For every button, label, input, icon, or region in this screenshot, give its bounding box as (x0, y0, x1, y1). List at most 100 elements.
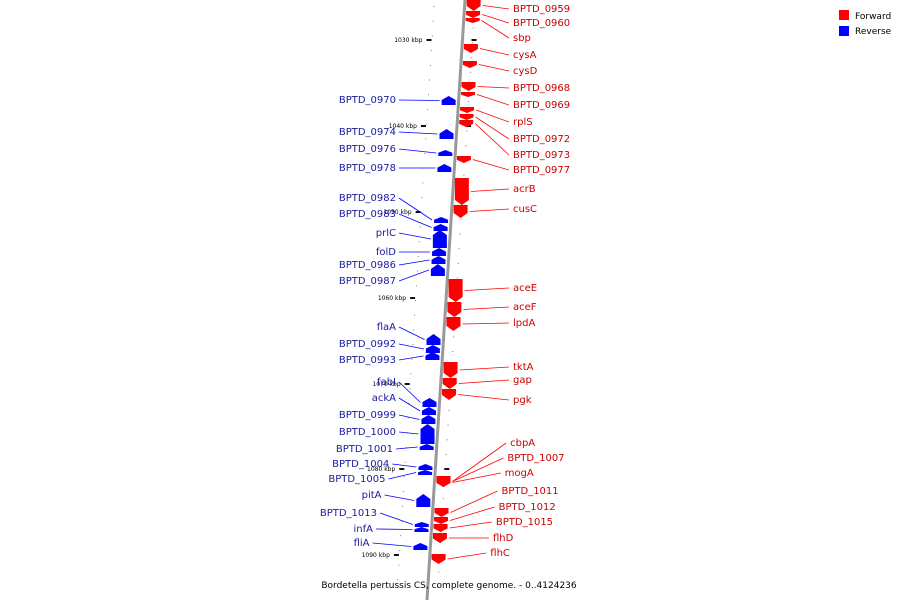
scale-dot (398, 564, 400, 566)
gene-BPTD_1011-label: BPTD_1011 (502, 486, 559, 497)
scale-dot (429, 79, 430, 81)
gene-BPTD_0969-label: BPTD_0969 (513, 100, 570, 111)
tick-mark-right (471, 39, 477, 41)
gene-rplS-arrow (460, 107, 475, 113)
gene-BPTD_0983-arrow (433, 224, 448, 231)
scale-dot (410, 373, 412, 375)
gene-fliA-connector (372, 542, 412, 547)
scale-dot (416, 270, 418, 272)
tick-mark (393, 554, 399, 556)
scale-dot (397, 579, 399, 581)
scale-dot (458, 248, 460, 250)
scale-dot (430, 50, 432, 52)
gene-acrB-label: acrB (513, 184, 536, 195)
scale-dot (415, 300, 416, 301)
gene-BPTD_0972-arrow (459, 114, 474, 120)
gene-tktA-arrow (443, 362, 458, 378)
gene-folD-label: folD (376, 247, 396, 258)
scale-dot (463, 174, 465, 176)
scale-dot (417, 255, 419, 257)
tick-label: 1060 kbp (378, 295, 406, 302)
gene-BPTD_0968-arrow (461, 82, 476, 91)
gene-pgk-label: pgk (513, 395, 532, 406)
gene-pitA-connector (384, 494, 415, 501)
scale-dot (425, 138, 427, 140)
gene-mogA-label: mogA (505, 468, 534, 479)
gene-BPTD_1001-arrow (419, 444, 434, 450)
scale-dot (429, 64, 431, 66)
scale-dot (418, 241, 420, 243)
gene-pitA-arrow (416, 494, 431, 507)
scale-dot (466, 130, 468, 132)
gene-BPTD_0959-connector (482, 5, 510, 10)
gene-BPTD_0983-connector (398, 213, 432, 228)
gene-prlC-connector (398, 232, 431, 240)
scale-dot (469, 71, 471, 73)
gene-cusC-label: cusC (513, 204, 537, 215)
gene-infA-connector (375, 528, 413, 530)
gene-aceE-connector (464, 287, 510, 291)
tick-label: 1030 kbp (394, 37, 422, 44)
scale-dot (453, 336, 455, 338)
gene-flaA-connector (398, 326, 425, 340)
scale-dot (402, 505, 403, 507)
gene-BPTD_1013-arrow (414, 522, 429, 527)
scale-dot (459, 233, 461, 235)
gene-lpdA-label: lpdA (513, 318, 535, 329)
legend-forward-swatch (839, 10, 849, 20)
scale-dot (421, 197, 423, 199)
gene-tktA-label: tktA (513, 362, 534, 373)
gene-BPTD_0977-arrow (456, 156, 471, 163)
scale-dot (465, 145, 467, 147)
gene-aceF-label: aceF (513, 302, 537, 313)
gene-folD-arrow (432, 248, 447, 256)
tick-mark (404, 383, 410, 385)
gene-BPTD_1001-connector (395, 446, 418, 450)
gene-flhD-label: flhD (493, 533, 514, 544)
gene-cbpA-label: cbpA (510, 438, 535, 449)
gene-BPTD_0960-label: BPTD_0960 (513, 18, 570, 29)
gene-BPTD_0987-arrow (430, 264, 445, 276)
tick-label: 1080 kbp (367, 466, 395, 473)
gene-BPTD_0999-arrow (421, 415, 436, 424)
scale-dot (456, 277, 458, 279)
tick-mark-right (444, 468, 450, 470)
gene-flaA-arrow (426, 334, 441, 345)
scale-dot (403, 476, 405, 478)
genome-caption: Bordetella pertussis CS, complete genome… (321, 581, 577, 591)
scale-dot (472, 27, 474, 29)
gene-cysD-label: cysD (513, 66, 538, 77)
legend-reverse-label: Reverse (855, 27, 892, 37)
gene-BPTD_0969-connector (476, 94, 510, 106)
gene-cusC-arrow (453, 205, 468, 218)
scale-dot (419, 226, 421, 228)
scale-dot (471, 42, 473, 44)
scale-dot (415, 285, 417, 287)
tick-label: 1040 kbp (389, 123, 417, 130)
scale-dot (442, 498, 444, 500)
scale-dot (405, 447, 407, 448)
gene-BPTD_0978-label: BPTD_0978 (339, 163, 396, 174)
scale-dot (446, 439, 448, 441)
gene-infA-label: infA (354, 524, 374, 535)
gene-pitA-label: pitA (362, 490, 382, 501)
gene-BPTD_1013-label: BPTD_1013 (320, 508, 377, 519)
tick-mark (426, 39, 432, 41)
scale-dot (404, 461, 406, 463)
scale-dot (400, 535, 402, 537)
gene-BPTD_0973-label: BPTD_0973 (513, 150, 570, 161)
gene-lpdA-arrow (446, 317, 461, 331)
scale-dot (409, 388, 411, 390)
scale-dot (422, 182, 424, 184)
gene-BPTD_0976-connector (398, 148, 437, 154)
scale-dot (445, 454, 447, 455)
gene-BPTD_1004-connector (392, 463, 417, 468)
scale-dot (432, 20, 434, 22)
gene-BPTD_0974-arrow (439, 129, 454, 139)
scale-dot (470, 57, 472, 59)
gene-fabI-connector (398, 381, 421, 403)
tick-mark (399, 468, 405, 470)
gene-BPTD_1004-label: BPTD_1004 (332, 459, 389, 470)
gene-BPTD_1011-arrow (434, 508, 449, 517)
